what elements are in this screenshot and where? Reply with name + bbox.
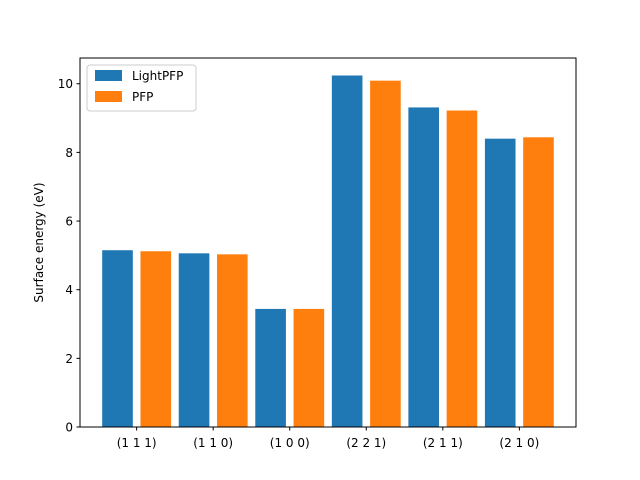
bar-pfp-5: [523, 137, 554, 427]
bar-lightpfp-1: [178, 253, 210, 427]
legend: LightPFP PFP: [86, 64, 197, 112]
y-tick-label-1: 2: [65, 352, 73, 366]
x-tick-label-1: (1 1 0): [193, 436, 233, 450]
bar-pfp-1: [217, 254, 248, 427]
bar-lightpfp-3: [331, 75, 363, 428]
bar-lightpfp-4: [408, 107, 439, 428]
bars-group: [102, 75, 554, 428]
x-tick-label-0: (1 1 1): [117, 436, 157, 450]
bar-lightpfp-5: [484, 138, 516, 428]
bar-pfp-2: [293, 308, 325, 427]
legend-label-lightpfp: LightPFP: [132, 69, 183, 83]
x-tick-label-4: (2 1 1): [423, 436, 463, 450]
x-axis-ticks: (1 1 1) (1 1 0) (1 0 0) (2 2 1) (2 1 1) (2 1 …: [117, 427, 539, 450]
bar-pfp-3: [370, 80, 401, 428]
x-tick-label-3: (2 2 1): [346, 436, 386, 450]
y-axis-ticks: 0 2 4 6 8 10: [58, 77, 80, 435]
plot-frame: [79, 57, 577, 428]
y-axis-label: Surface energy (eV): [32, 182, 46, 302]
bar-lightpfp-2: [255, 308, 286, 427]
y-tick-label-3: 6: [65, 215, 73, 229]
y-tick-label-4: 8: [65, 146, 73, 160]
legend-label-pfp: PFP: [132, 90, 153, 104]
x-tick-label-2: (1 0 0): [270, 436, 310, 450]
y-tick-label-0: 0: [65, 421, 73, 435]
x-tick-label-5: (2 1 0): [499, 436, 539, 450]
bar-pfp-4: [446, 110, 478, 428]
legend-swatch-lightpfp: [95, 70, 122, 81]
bar-pfp-0: [140, 251, 172, 427]
y-tick-label-2: 4: [65, 283, 73, 297]
bar-lightpfp-0: [102, 250, 133, 427]
y-tick-label-5: 10: [58, 77, 73, 91]
legend-swatch-pfp: [95, 91, 122, 102]
